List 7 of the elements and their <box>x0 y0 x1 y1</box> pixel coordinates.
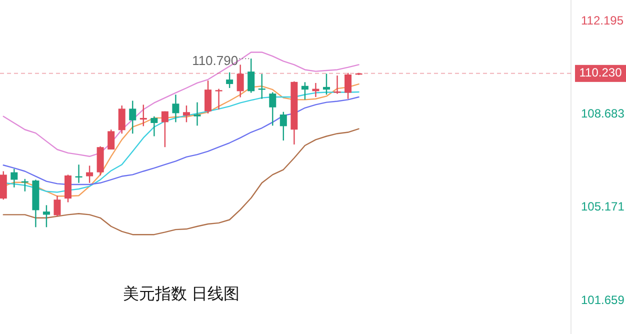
y-tick-label: 112.195 <box>581 14 624 28</box>
y-tick-label: 105.171 <box>581 200 625 214</box>
ref-line-label: 110.230 <box>579 66 622 80</box>
y-tick-label: 101.659 <box>581 292 625 307</box>
annotation: 110.790 <box>192 53 238 68</box>
text: 美元指数 日线图 <box>123 285 240 304</box>
y-tick-label: 108.683 <box>581 106 625 121</box>
